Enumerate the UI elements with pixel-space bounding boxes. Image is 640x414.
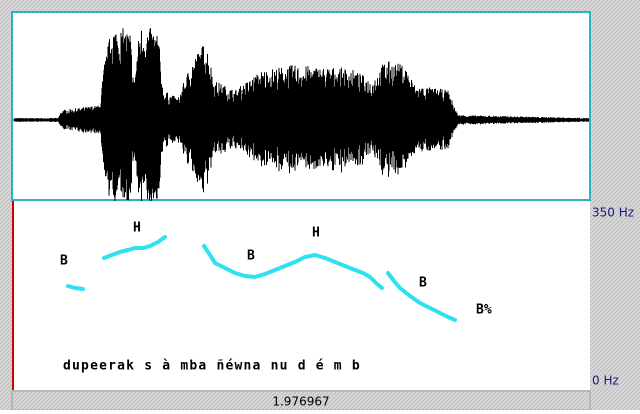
time-readout: 1.976967: [272, 395, 329, 409]
pitch-segment: [202, 244, 384, 290]
tone-label: B%: [476, 303, 492, 318]
pitch-segment: [386, 271, 457, 322]
tone-label: B: [247, 249, 255, 264]
tone-label: B: [60, 254, 68, 269]
pitch-bottom-label: 0 Hz: [592, 374, 619, 388]
tone-label: H: [312, 226, 320, 241]
tone-label: B: [419, 276, 427, 291]
pitch-contour: [66, 235, 457, 322]
transcription: dupeerak s à mba ñéwna nu d é m b: [63, 359, 361, 374]
tone-label: H: [133, 221, 141, 236]
pitch-segment: [102, 235, 167, 260]
pitch-panel: [12, 201, 590, 390]
pitch-segment: [66, 284, 85, 291]
waveform: [13, 28, 589, 205]
pitch-top-label: 350 Hz: [592, 206, 634, 220]
